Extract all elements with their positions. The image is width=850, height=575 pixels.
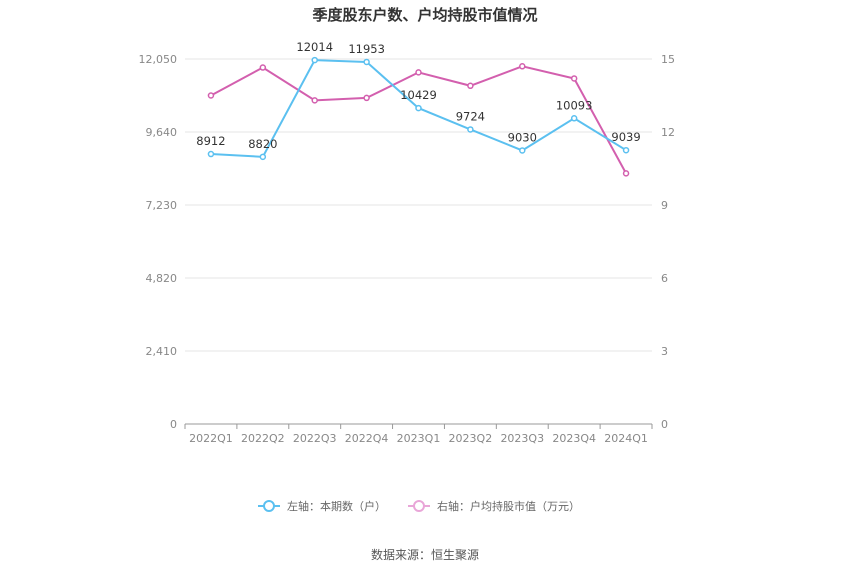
data-label: 10093 [556,98,593,112]
legend-item-left[interactable]: 左轴：本期数（户） [258,499,386,513]
legend-label-left: 左轴：本期数（户） [287,499,386,513]
series-group [207,56,630,177]
y-left-tick-label: 12,050 [139,53,178,66]
grid-lines [185,58,652,352]
point-left [570,115,578,122]
series-line-right [210,65,627,174]
x-tick-label: 2024Q1 [604,432,648,445]
point-right [259,64,267,71]
point-right [363,94,370,102]
point-left [207,150,215,158]
y-left-tick-label: 2,410 [146,345,178,358]
y-right-tick-label: 0 [661,418,668,431]
point-right [570,75,578,82]
point-right [467,82,474,90]
x-tick-label: 2022Q4 [345,432,389,445]
x-tick-label: 2023Q1 [397,432,441,445]
legend-item-right[interactable]: 右轴：户均持股市值（万元） [408,499,580,513]
y-right-tick-label: 3 [661,345,668,358]
point-left [363,58,370,66]
data-label: 8912 [196,134,225,148]
x-tick-label: 2023Q2 [449,432,493,445]
legend: 左轴：本期数（户） 右轴：户均持股市值（万元） [258,499,580,513]
point-right [207,92,215,99]
axes: 0 0 2,410 3 4,820 6 7,230 9 9,640 12 12,050 15 2022Q… [139,53,676,445]
y-right-tick-label: 9 [661,199,668,212]
y-left-tick-label: 0 [170,418,177,431]
data-label: 11953 [348,42,385,56]
data-label: 12014 [296,40,333,54]
data-label: 10429 [400,88,437,102]
point-left [467,126,474,133]
data-label: 9724 [456,109,485,123]
data-label: 9039 [611,130,640,144]
y-left-tick-label: 7,230 [146,199,178,212]
legend-marker-right [413,500,425,512]
source-note: 数据来源：恒生聚源 [371,547,479,562]
point-right [311,97,318,104]
point-left [622,146,630,154]
x-tick-label: 2022Q2 [241,432,285,445]
legend-label-right: 右轴：户均持股市值（万元） [437,499,580,513]
point-left [259,153,267,161]
x-tick-label: 2022Q3 [293,432,337,445]
point-left [415,104,422,112]
point-right [519,63,526,70]
y-left-tick-label: 9,640 [146,126,178,139]
y-right-tick-label: 6 [661,272,668,285]
point-right [415,69,422,76]
y-right-tick-label: 15 [661,53,675,66]
data-label: 9030 [508,130,537,144]
y-right-tick-label: 12 [661,126,675,139]
data-label: 8820 [248,137,277,151]
x-tick-label: 2022Q1 [189,432,233,445]
point-right [622,170,630,177]
point-left [311,56,318,64]
y-left-tick-label: 4,820 [146,272,178,285]
x-tick-label: 2023Q3 [500,432,544,445]
data-labels: 8912 8820 12014 11953 10429 9724 9030 10093 9039 [196,40,640,151]
legend-marker-left [263,500,275,512]
x-tick-label: 2023Q4 [552,432,596,445]
chart-title: 季度股东户数、户均持股市值情况 [312,6,537,24]
point-left [519,147,526,154]
